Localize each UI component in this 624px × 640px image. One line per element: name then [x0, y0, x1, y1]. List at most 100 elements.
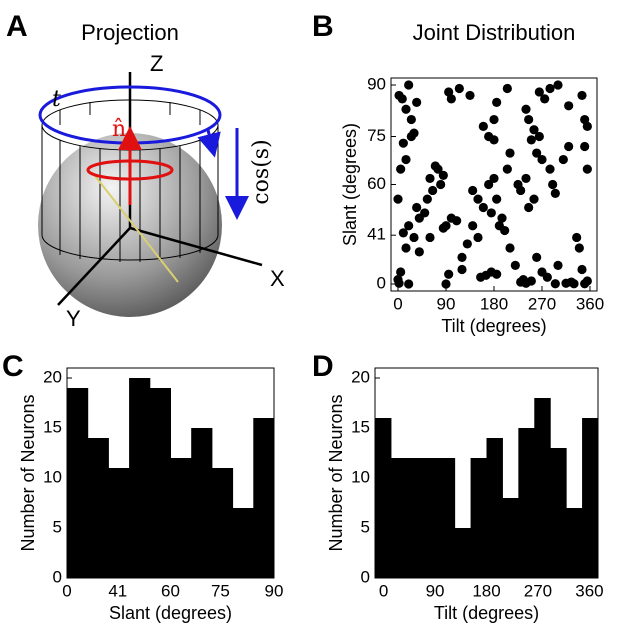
point	[473, 194, 483, 204]
point	[510, 260, 520, 270]
y-axis-label: Number of Neurons	[18, 394, 38, 551]
point	[540, 94, 550, 104]
point	[492, 194, 502, 204]
y-axis-label: Number of Neurons	[326, 394, 346, 551]
bar	[566, 508, 583, 578]
point	[518, 275, 528, 285]
point	[425, 173, 435, 184]
bar	[253, 418, 275, 578]
x-tick-label: 360	[575, 581, 603, 600]
bar	[87, 438, 109, 578]
point	[393, 194, 403, 204]
bar	[454, 528, 472, 578]
x-tick-label: 60	[161, 581, 180, 600]
x-tick-label: 180	[480, 294, 508, 313]
panel-label: D	[312, 350, 334, 383]
panel-label: A	[6, 10, 28, 43]
point	[409, 128, 419, 138]
x-tick-label: 90	[426, 581, 445, 600]
point	[452, 216, 462, 226]
point	[444, 87, 454, 97]
point	[401, 104, 411, 114]
point	[438, 223, 448, 233]
bar	[375, 418, 392, 578]
point	[582, 276, 592, 286]
point	[412, 202, 422, 213]
point	[404, 221, 414, 231]
y-tick-label: 41	[367, 225, 386, 244]
point	[465, 90, 475, 101]
point	[404, 80, 414, 90]
point	[422, 194, 432, 204]
point	[462, 239, 472, 249]
point	[582, 164, 592, 174]
bar	[170, 458, 192, 578]
bar	[232, 508, 254, 578]
x-tick-label: 0	[62, 581, 71, 600]
point	[414, 213, 424, 223]
y-tick-label: 0	[361, 567, 370, 586]
point	[409, 232, 419, 243]
x-tick-label: 0	[393, 294, 402, 313]
bar	[67, 388, 89, 578]
point	[574, 243, 584, 253]
y-axis-label: Slant (degrees)	[340, 123, 360, 246]
point	[526, 135, 536, 145]
tilt-arrow	[197, 129, 221, 158]
point	[398, 138, 408, 148]
y-tick-label: 15	[43, 417, 62, 436]
point	[534, 131, 544, 142]
y-tick-label: 10	[43, 467, 62, 486]
axis-label: X	[270, 266, 285, 291]
point	[516, 185, 526, 196]
point	[521, 173, 531, 184]
point	[529, 194, 539, 204]
projection-line	[91, 171, 179, 283]
point	[564, 101, 574, 111]
bar	[149, 388, 171, 578]
bar	[486, 438, 503, 578]
y-tick-label: 10	[351, 467, 370, 486]
x-axis-label: Tilt (degrees)	[441, 316, 546, 336]
point	[545, 164, 555, 174]
point	[489, 135, 499, 145]
point	[457, 264, 467, 275]
axes-box	[390, 77, 598, 292]
point	[521, 104, 531, 114]
point	[468, 221, 478, 231]
point	[505, 243, 515, 253]
panel-title: Joint Distribution	[413, 20, 576, 45]
point	[550, 279, 560, 289]
bar	[438, 458, 456, 578]
y-tick-label: 5	[361, 517, 370, 536]
point	[577, 90, 587, 101]
cos-label: cos(s)	[249, 139, 274, 204]
point	[396, 267, 406, 277]
point	[569, 279, 579, 289]
point	[414, 247, 424, 257]
x-tick-label: 180	[472, 581, 500, 600]
point	[486, 208, 496, 218]
x-tick-label: 360	[576, 294, 604, 313]
x-axis-label: Slant (degrees)	[109, 603, 232, 623]
bar	[191, 428, 213, 578]
point	[553, 80, 563, 90]
point	[412, 97, 422, 107]
point	[524, 202, 534, 213]
point	[545, 83, 555, 94]
bar	[211, 468, 234, 578]
bar	[129, 378, 151, 578]
point	[401, 243, 411, 253]
point	[436, 179, 446, 190]
bar	[502, 498, 519, 578]
y-tick-label: 20	[43, 367, 62, 386]
point	[398, 228, 408, 238]
y-tick-label: 60	[367, 174, 386, 193]
point	[564, 141, 574, 152]
point	[478, 121, 488, 131]
point	[446, 94, 456, 104]
bar	[108, 468, 130, 578]
point	[526, 276, 536, 286]
point	[577, 264, 587, 275]
